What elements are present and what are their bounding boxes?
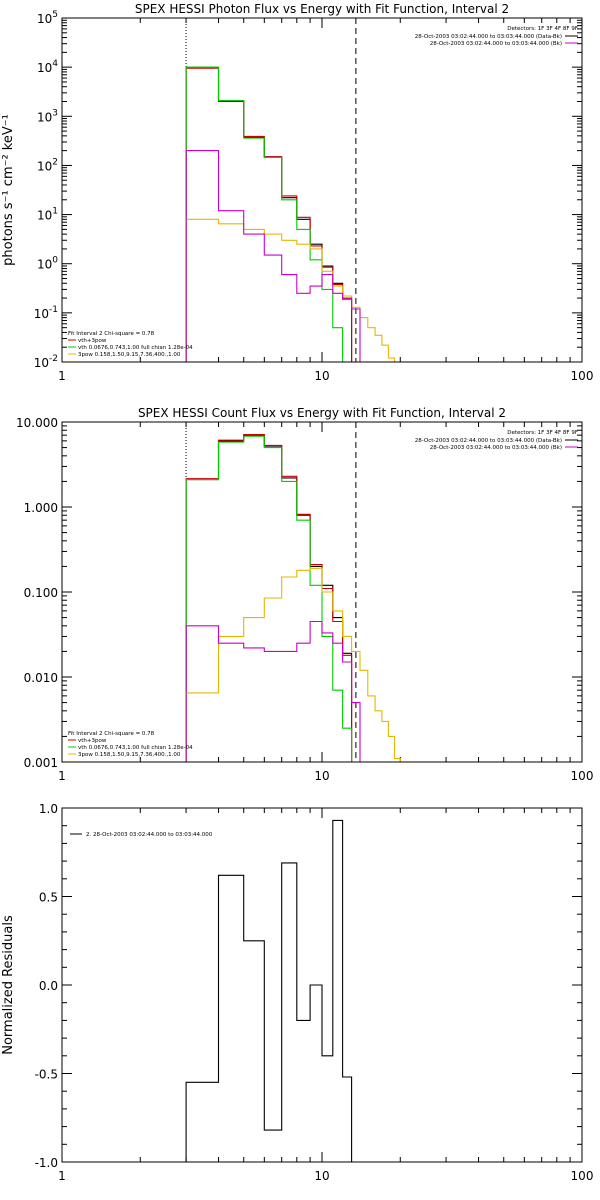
fit-legend-title: Fit Interval 2 Chi-square = 0.78: [68, 331, 155, 337]
chart-panel-photon: SPEX HESSI Photon Flux vs Energy with Fi…: [1, 2, 593, 383]
series-data-bk: [185, 434, 353, 762]
series-residuals: [185, 819, 353, 1162]
series-vth-3pow: [185, 67, 353, 362]
residual-legend-entry: 2. 28-Oct-2003 03:02:44.000 to 03:03:44.…: [86, 832, 213, 838]
y-tick-label: 0.100: [24, 586, 58, 600]
series-vth: [185, 66, 344, 362]
fit-legend-entry: vth 0.0676,0.743,1.00 full chian 1.28e-0…: [78, 345, 193, 351]
y-tick-label: 10.000: [16, 416, 58, 430]
x-tick-label: 100: [571, 369, 594, 383]
time-legend-entry: 28-Oct-2003 03:02:44.000 to 03:03:44.000…: [430, 445, 562, 451]
fit-legend: Fit Interval 2 Chi-square = 0.78vth+3pow…: [68, 331, 193, 358]
time-legend-entry: 28-Oct-2003 03:02:44.000 to 03:03:44.000…: [415, 34, 562, 40]
y-tick-label: 0.0: [39, 979, 58, 993]
y-tick-label: -1.0: [35, 1156, 58, 1170]
x-axis: 1 10 100: [58, 422, 593, 783]
chart-panel-residuals: Normalized Residuals 1 10 100 1.0 0.5 0.0 -0.5 -…: [1, 802, 593, 1183]
y-axis-label: Normalized Residuals: [1, 915, 16, 1055]
series-3pow: [185, 567, 401, 762]
fit-legend-title: Fit Interval 2 Chi-square = 0.78: [68, 731, 155, 737]
x-tick-label: 10: [314, 1169, 329, 1183]
series-vth-3pow: [185, 434, 353, 762]
fit-legend-entry: vth+3pow: [78, 738, 107, 744]
y-tick-label: 10-2: [34, 354, 58, 370]
chart-panel-count: SPEX HESSI Count Flux vs Energy with Fit…: [16, 406, 593, 783]
fit-legend-entry: 3pow 0.158,1.50,9.15,7.36,400.,1.00: [78, 752, 181, 758]
x-tick-label: 10: [314, 369, 329, 383]
y-tick-label: 100: [37, 256, 58, 272]
series-data-bk: [185, 66, 353, 362]
series-bk: [185, 620, 361, 762]
y-tick-label: 102: [37, 157, 58, 173]
y-tick-label: 0.001: [24, 756, 58, 770]
residual-legend: 2. 28-Oct-2003 03:02:44.000 to 03:03:44.…: [70, 832, 213, 838]
x-tick-label: 100: [571, 1169, 594, 1183]
y-tick-label: 103: [37, 108, 58, 124]
time-legend: Detectors: 1F 3F 4F 8F 9F 28-Oct-2003 03:…: [415, 26, 578, 47]
plot-frame: [61, 17, 583, 363]
chart-title: SPEX HESSI Count Flux vs Energy with Fit…: [138, 406, 506, 420]
x-tick-label: 1: [58, 369, 66, 383]
fit-legend-entry: vth 0.0676,0.743,1.00 full chian 1.28e-0…: [78, 745, 193, 751]
fit-legend-entry: vth+3pow: [78, 338, 107, 344]
y-axis: 1.0 0.5 0.0 -0.5 -1.0: [35, 802, 582, 1170]
series-vth: [185, 435, 353, 762]
x-axis: 1 10 100: [58, 18, 593, 383]
series-3pow: [185, 218, 396, 362]
y-tick-label: 1.0: [39, 802, 58, 816]
y-axis: 0.001 0.010 0.100 1.000 10.000: [16, 416, 582, 770]
time-legend-entry: 28-Oct-2003 03:02:44.000 to 03:03:44.000…: [415, 438, 562, 444]
x-tick-label: 10: [314, 769, 329, 783]
plot-frame: [61, 807, 583, 1163]
y-tick-label: 0.010: [24, 671, 58, 685]
series-group: [185, 819, 353, 1162]
y-tick-label: 1.000: [24, 501, 58, 515]
y-axis: 10-2 10-1 100 101 102 103 104 105: [34, 10, 582, 370]
y-axis-label: photons s⁻¹ cm⁻² keV⁻¹: [1, 114, 16, 266]
x-tick-label: 100: [571, 769, 594, 783]
y-tick-label: -0.5: [35, 1068, 58, 1082]
x-axis: 1 10 100: [58, 808, 593, 1183]
y-tick-label: 101: [37, 207, 58, 223]
x-tick-label: 1: [58, 769, 66, 783]
chart-title: SPEX HESSI Photon Flux vs Energy with Fi…: [135, 2, 509, 16]
series-group: [185, 434, 401, 762]
series-bk: [185, 150, 361, 362]
detectors-label: Detectors: 1F 3F 4F 8F 9F: [507, 26, 578, 32]
y-tick-label: 104: [37, 59, 58, 75]
plot-frame: [61, 421, 583, 763]
fit-legend: Fit Interval 2 Chi-square = 0.78vth+3pow…: [68, 731, 193, 758]
detectors-label: Detectors: 1F 3F 4F 8F 9F: [507, 430, 578, 436]
x-tick-label: 1: [58, 1169, 66, 1183]
time-legend-entry: 28-Oct-2003 03:02:44.000 to 03:03:44.000…: [430, 41, 562, 47]
series-group: [185, 66, 396, 362]
y-tick-label: 105: [37, 10, 58, 26]
y-tick-label: 0.5: [39, 891, 58, 905]
time-legend: Detectors: 1F 3F 4F 8F 9F 28-Oct-2003 03:…: [415, 430, 578, 451]
fit-legend-entry: 3pow 0.158,1.50,9.15,7.36,400.,1.00: [78, 352, 181, 358]
y-tick-label: 10-1: [34, 305, 58, 321]
